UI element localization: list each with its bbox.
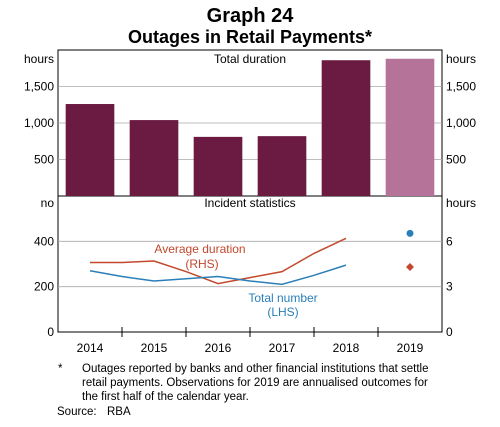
x-tick-label-2017: 2017	[269, 341, 296, 355]
top-left-unit: hours	[24, 52, 54, 66]
axis-labels: Total duration hours hours Incident stat…	[24, 52, 476, 319]
total-number-label: Total number	[248, 291, 317, 305]
avg-duration-label: Average duration	[154, 242, 245, 256]
top-right-tick-label: 1,000	[446, 116, 476, 130]
bottom-panel-title: Incident statistics	[204, 196, 295, 210]
x-tick-label-2019: 2019	[397, 341, 424, 355]
x-tick-label-2015: 2015	[141, 341, 168, 355]
bar-2015	[129, 120, 179, 196]
bottom-gridlines	[58, 240, 442, 288]
graph-number: Graph 24	[206, 5, 294, 27]
top-right-unit: hours	[446, 52, 476, 66]
source-value: RBA	[107, 406, 131, 418]
x-tick-label-2016: 2016	[205, 341, 232, 355]
avg-duration-line	[90, 237, 347, 285]
bottom-right-tick-label: 3	[446, 280, 453, 294]
bar-2014	[65, 104, 115, 196]
total-number-line	[89, 264, 347, 286]
avg-duration-2019-point	[406, 263, 414, 272]
bottom-left-tick-label: 200	[34, 280, 54, 294]
total-number-note: (LHS)	[267, 305, 298, 319]
x-tick-label-2018: 2018	[333, 341, 360, 355]
top-gridlines	[58, 86, 442, 160]
bar-2016	[193, 136, 243, 196]
bar-series	[65, 58, 435, 197]
top-left-tick-label: 1,000	[24, 116, 54, 130]
source-label: Source:	[57, 406, 97, 418]
avg-duration-note: (RHS)	[185, 257, 218, 271]
bottom-left-unit: no	[41, 196, 55, 210]
top-left-tick-label: 1,500	[24, 80, 54, 94]
footnote-text: Outages reported by banks and other fina…	[82, 363, 429, 403]
top-panel-title: Total duration	[214, 52, 286, 66]
bar-2018	[321, 60, 371, 196]
top-right-tick-label: 500	[446, 153, 466, 167]
bottom-left-tick-label: 400	[34, 234, 54, 248]
chart-frame	[57, 49, 443, 333]
x-tick-label-2014: 2014	[77, 341, 104, 355]
chart-title: Outages in Retail Payments*	[127, 27, 373, 47]
bar-2019	[385, 58, 435, 197]
bar-2017	[257, 136, 307, 196]
bottom-right-tick-label: 6	[446, 234, 453, 248]
top-right-tick-label: 1,500	[446, 80, 476, 94]
bottom-left-tick-label: 0	[47, 325, 54, 339]
bottom-right-tick-label: 0	[446, 325, 453, 339]
tick-labels: 500 500 1,000 1,000 1,500 1,500 0 200 400 0 3 6 2014…	[24, 80, 476, 356]
bottom-panel-frame	[57, 195, 443, 333]
bottom-right-unit: hours	[446, 196, 476, 210]
line-series	[89, 229, 414, 286]
footnote-marker: *	[58, 363, 63, 375]
top-left-tick-label: 500	[34, 153, 54, 167]
total-number-2019-point	[406, 229, 414, 237]
